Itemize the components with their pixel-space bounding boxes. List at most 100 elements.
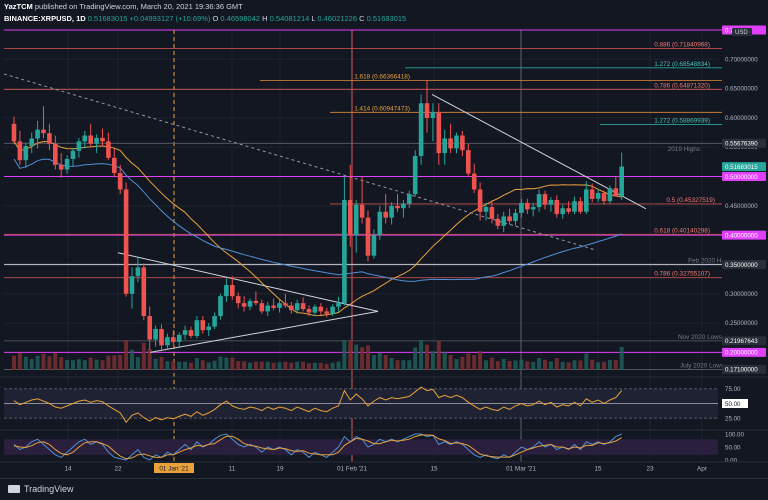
volume-bar (153, 358, 158, 370)
price-badge-text: 0.20000000 (725, 350, 758, 357)
price-tick-label: 0.60000000 (725, 115, 758, 122)
candle-body (212, 316, 217, 327)
volume-bar (472, 355, 477, 370)
volume-bar (307, 363, 311, 370)
time-axis[interactable]: 14 22 01 Jan '21 11 19 01 Feb '21 15 01 Mar '21… (0, 461, 768, 473)
price-badge (722, 162, 766, 172)
ohlc-o-value: 0.46598042 (220, 14, 261, 23)
ohlc-l-label: L (311, 14, 316, 23)
volume-bar (76, 359, 81, 370)
candle-body (442, 138, 447, 154)
volume-bar (230, 357, 235, 370)
candle-body (495, 218, 501, 226)
volume-bar (218, 356, 223, 370)
candle-body (489, 207, 495, 219)
candle-body (135, 267, 141, 277)
level-label: July 2020 Lows (680, 362, 724, 369)
price-change: 0.51683015 +0.04993127 (+10.69%) (87, 14, 211, 23)
candle-body (566, 208, 571, 212)
candle-body (519, 202, 524, 213)
symbol-info: BINANCE:XRPUSD, 1D 0.51683015 +0.0499312… (4, 13, 704, 25)
candle-body (389, 205, 394, 218)
volume-bar (395, 360, 400, 370)
volume-bar (301, 361, 306, 370)
volume-bar (194, 358, 199, 370)
level-label: 1.618 (0.66366418) (354, 74, 410, 81)
volume-bar (100, 360, 105, 370)
candle-body (206, 326, 211, 331)
candle-body (401, 203, 406, 209)
volume-bar (12, 355, 16, 370)
candle-body (348, 200, 353, 236)
volume-bar (525, 361, 530, 370)
ma-blue-line (13, 158, 622, 282)
stoch-d-line (13, 434, 622, 460)
price-badge-text: 0.50000000 (725, 174, 758, 181)
level-labels-layer: 0.886 (0.71840968) 1.272 (0.68548834) 1.61… (354, 42, 730, 370)
candle-body (436, 112, 442, 154)
volume-bar (342, 340, 347, 370)
candle-body (230, 285, 235, 297)
candle-body (418, 103, 424, 157)
volume-bar (212, 360, 217, 370)
candle-body (47, 133, 52, 144)
candle-body (595, 192, 601, 199)
stoch-tick-label: 50.00 (725, 444, 741, 451)
ohlc-o-label: O (212, 14, 219, 23)
candle-body (507, 216, 512, 222)
price-badge (722, 138, 766, 148)
volume-bar (572, 360, 577, 370)
price-chart-svg[interactable]: 0.886 (0.71840968) 1.272 (0.68548834) 1.61… (0, 0, 768, 478)
time-tick-highlight (154, 463, 194, 473)
candle-body (153, 328, 158, 340)
volume-bar (259, 361, 264, 370)
candle-body (53, 143, 58, 165)
price-tick-label: 0.45000000 (725, 203, 758, 210)
stoch-tick-label: 100.00 (725, 431, 744, 438)
ohlc-h-label: H (262, 14, 268, 23)
volume-bar (248, 362, 252, 370)
candle-body (554, 200, 560, 215)
volume-bar (513, 360, 518, 370)
candle-body (159, 328, 164, 346)
price-badge-text: 0.21967643 (725, 338, 758, 345)
price-badge (722, 364, 766, 374)
volume-bar (71, 360, 75, 370)
volume-bar (82, 360, 87, 370)
volume-bar (566, 362, 571, 370)
trendlines-layer (3, 73, 647, 353)
candle-body (359, 204, 365, 218)
tradingview-brand[interactable]: TradingView (8, 484, 74, 494)
time-tick-label: 01 Mar '21 (506, 466, 536, 473)
candle-body (123, 189, 129, 294)
volume-bar (478, 351, 483, 370)
level-label: 0.786 (0.64871320) (654, 82, 710, 89)
volume-bar (543, 359, 547, 370)
candle-body (265, 305, 270, 312)
symbol-label[interactable]: BINANCE:XRPUSD, 1D (4, 14, 86, 23)
volume-bar (519, 359, 524, 370)
price-badge-text: 0.55676390 (725, 141, 758, 148)
volume-bar (484, 360, 488, 370)
volume-bar (141, 342, 146, 370)
candle-body (300, 303, 306, 310)
candle-body (407, 194, 412, 204)
descending-trendline (3, 73, 596, 251)
candle-body (336, 303, 341, 307)
volume-layer (12, 340, 624, 370)
volume-bar (407, 360, 412, 370)
volume-bar (29, 358, 34, 370)
candle-body (466, 150, 471, 174)
volume-bar (590, 359, 595, 370)
candle-body (501, 216, 506, 226)
volume-bar (65, 359, 70, 370)
price-badge (722, 230, 766, 240)
time-tick-label: 22 (114, 466, 122, 473)
price-axis[interactable]: 0.700000000.650000000.600000000.55000000… (722, 25, 768, 375)
volume-bar (448, 355, 453, 370)
candle-body (200, 320, 206, 331)
volume-bar (454, 358, 459, 370)
publisher-name[interactable]: YazTCM (4, 2, 33, 11)
candle-body (383, 211, 388, 218)
